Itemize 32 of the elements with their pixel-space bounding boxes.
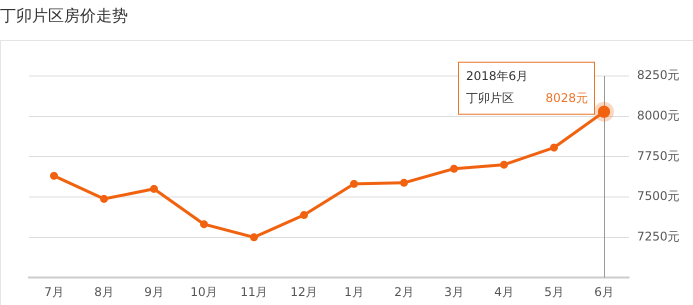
x-tick-label: 10月 [190,284,218,299]
point [200,220,208,228]
point [350,180,358,188]
point [300,211,308,220]
y-tick-label: 7250元 [637,229,680,244]
text: 丁卯片区 [466,90,514,105]
x-tick-label: 4月 [494,284,514,299]
point [250,233,258,242]
data-label: 8028元 [545,90,588,105]
point [400,178,408,187]
x-tick-label: 12月 [290,284,318,299]
point [500,160,508,169]
y-tick-label: 8250元 [637,68,680,82]
point [100,194,108,203]
point [550,144,558,152]
x-tick-label: 8月 [94,284,114,299]
x-tick-label: 7月 [44,284,64,299]
point [150,184,158,193]
x-tick-label: 1月 [344,284,364,299]
y-tick-label: 7500元 [637,189,680,204]
y-tick-label: 8000元 [637,108,680,122]
point [50,172,58,180]
x-tick-label: 3月 [444,284,464,299]
x-tick-label: 11月 [240,284,268,299]
y-tick-label: 7750元 [637,148,680,163]
x-tick-label: 2月 [394,284,414,299]
annotation: 2018年6月 [466,68,528,83]
x-tick-label: 5月 [544,284,564,299]
x-tick-label: 9月 [144,284,164,299]
point [450,164,458,173]
x-tick-label: 6月 [594,284,614,299]
chart-title: 丁卯片区房价走势 [0,6,128,27]
